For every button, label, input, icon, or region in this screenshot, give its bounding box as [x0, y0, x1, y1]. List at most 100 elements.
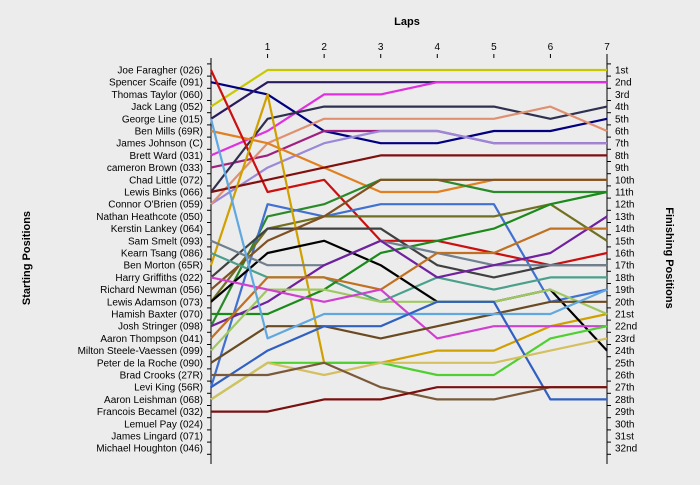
- finishing-position-label: 15th: [615, 236, 634, 247]
- starting-position-label: Milton Steele-Vaessen (099): [78, 346, 203, 357]
- finishing-position-label: 14th: [615, 224, 634, 235]
- starting-position-label: Ben Morton (65R): [124, 261, 203, 272]
- starting-position-label: cameron Brown (033): [107, 163, 203, 174]
- finishing-position-label: 3rd: [615, 90, 629, 101]
- plot-frame: [207, 54, 611, 464]
- finishing-position-label: 29th: [615, 407, 634, 418]
- finishing-position-label: 4th: [615, 102, 629, 113]
- finishing-position-label: 27th: [615, 383, 634, 394]
- starting-position-label: James Lingard (071): [111, 432, 203, 443]
- starting-position-label: Hamish Baxter (070): [111, 310, 203, 321]
- starting-position-label: Brett Ward (031): [129, 151, 203, 162]
- starting-position-label: Spencer Scaife (091): [109, 78, 203, 89]
- finishing-position-label: 18th: [615, 273, 634, 284]
- series-line-4: [210, 81, 607, 157]
- lap-tick-label: 1: [265, 42, 271, 53]
- finishing-position-label: 31st: [615, 432, 634, 443]
- series-line-30: [210, 337, 608, 401]
- series-line-13: [209, 203, 608, 388]
- starting-position-label: Jack Lang (052): [131, 102, 203, 113]
- finishing-position-label: 8th: [615, 151, 629, 162]
- series-line-2: [210, 81, 608, 145]
- starting-position-label: Kerstin Lankey (064): [111, 224, 203, 235]
- finishing-position-label: 17th: [615, 261, 634, 272]
- starting-position-label: Aaron Thompson (041): [100, 334, 203, 345]
- series-line-29: [210, 300, 607, 401]
- series-line-24: [210, 288, 608, 352]
- finishing-position-labels: 1st2nd3rd4th5th6th7th8th9th10th11th12th1…: [615, 66, 637, 455]
- starting-position-label: Francois Becamel (032): [97, 407, 203, 418]
- finishing-position-label: 22nd: [615, 322, 637, 333]
- finishing-position-label: 28th: [615, 395, 634, 406]
- starting-position-label: Sam Smelt (093): [128, 236, 203, 247]
- finishing-position-label: 11th: [615, 188, 634, 199]
- starting-position-label: Lewis Binks (066): [124, 188, 203, 199]
- series-line-10: [210, 69, 608, 267]
- lap-tick-label: 7: [604, 42, 610, 53]
- series-line-32: [211, 386, 607, 413]
- series-line-23: [210, 227, 607, 340]
- starting-position-label: Harry Griffiths (022): [115, 273, 203, 284]
- finishing-position-label: 25th: [615, 358, 634, 369]
- lap-tick-labels: 1 2 3 4 5 6 7: [265, 42, 610, 53]
- lap-tick-label: 4: [435, 42, 441, 53]
- finishing-position-label: 9th: [615, 163, 629, 174]
- finishing-position-label: 24th: [615, 346, 634, 357]
- lap-tick-label: 6: [548, 42, 554, 53]
- finishing-position-label: 20th: [615, 297, 634, 308]
- finishing-position-label: 12th: [615, 200, 634, 211]
- starting-position-label: Joe Faragher (026): [117, 66, 203, 77]
- series-line-14: [210, 203, 608, 303]
- starting-position-label: Nathan Heathcote (050): [96, 212, 203, 223]
- finishing-position-label: 10th: [615, 175, 634, 186]
- finishing-position-label: 13th: [615, 212, 634, 223]
- starting-position-label: Kearn Tsang (086): [121, 249, 203, 260]
- lap-tick-label: 2: [321, 42, 327, 53]
- starting-position-label: Lewis Adamson (073): [107, 297, 203, 308]
- finishing-position-label: 19th: [615, 285, 634, 296]
- starting-positions-axis-title: Starting Positions: [21, 211, 33, 305]
- finishing-position-label: 21st: [615, 310, 634, 321]
- finishing-position-label: 30th: [615, 419, 634, 430]
- chart-title: Laps: [394, 16, 420, 28]
- series-line-22: [210, 215, 608, 328]
- starting-position-label: Richard Newman (056): [100, 285, 203, 296]
- starting-position-label: Lemuel Pay (024): [124, 419, 203, 430]
- series-line-11: [210, 154, 607, 194]
- series-line-6: [210, 105, 608, 193]
- series-line-15: [209, 93, 608, 364]
- lap-tick-label: 3: [378, 42, 384, 53]
- starting-position-label: Chad Little (072): [129, 175, 203, 186]
- finishing-position-label: 16th: [615, 249, 634, 260]
- finishing-position-label: 7th: [615, 139, 629, 150]
- finishing-position-label: 5th: [615, 114, 629, 125]
- finishing-position-label: 6th: [615, 127, 629, 138]
- starting-position-label: Josh Stringer (098): [118, 322, 203, 333]
- series-line-28: [210, 325, 608, 401]
- finishing-position-label: 32nd: [615, 444, 637, 455]
- series-line-21: [210, 239, 607, 267]
- finishing-position-label: 26th: [615, 371, 634, 382]
- finishing-position-label: 2nd: [615, 78, 632, 89]
- series-line-7: [210, 129, 607, 206]
- starting-position-label: Thomas Taylor (060): [111, 90, 203, 101]
- starting-position-label: Connor O'Brien (059): [108, 200, 203, 211]
- finishing-position-label: 23rd: [615, 334, 635, 345]
- starting-position-label: George Line (015): [122, 114, 203, 125]
- series-line-26: [210, 300, 607, 364]
- finishing-positions-axis-title: Finishing Positions: [663, 207, 675, 308]
- starting-position-label: Brad Crooks (27R): [120, 371, 203, 382]
- starting-position-label: Peter de la Roche (090): [97, 358, 203, 369]
- series-line-17: [210, 178, 607, 291]
- starting-position-label: Aaron Leishman (068): [104, 395, 203, 406]
- series-line-1: [210, 68, 607, 108]
- starting-position-label: Levi King (56R): [134, 383, 203, 394]
- series-layer: [209, 68, 608, 413]
- starting-position-label: Michael Houghton (046): [96, 444, 203, 455]
- starting-position-labels: Joe Faragher (026)Spencer Scaife (091)Th…: [78, 66, 203, 455]
- lap-tick-label: 5: [491, 42, 497, 53]
- finishing-position-label: 1st: [615, 66, 629, 77]
- starting-position-label: James Johnson (C): [116, 139, 203, 150]
